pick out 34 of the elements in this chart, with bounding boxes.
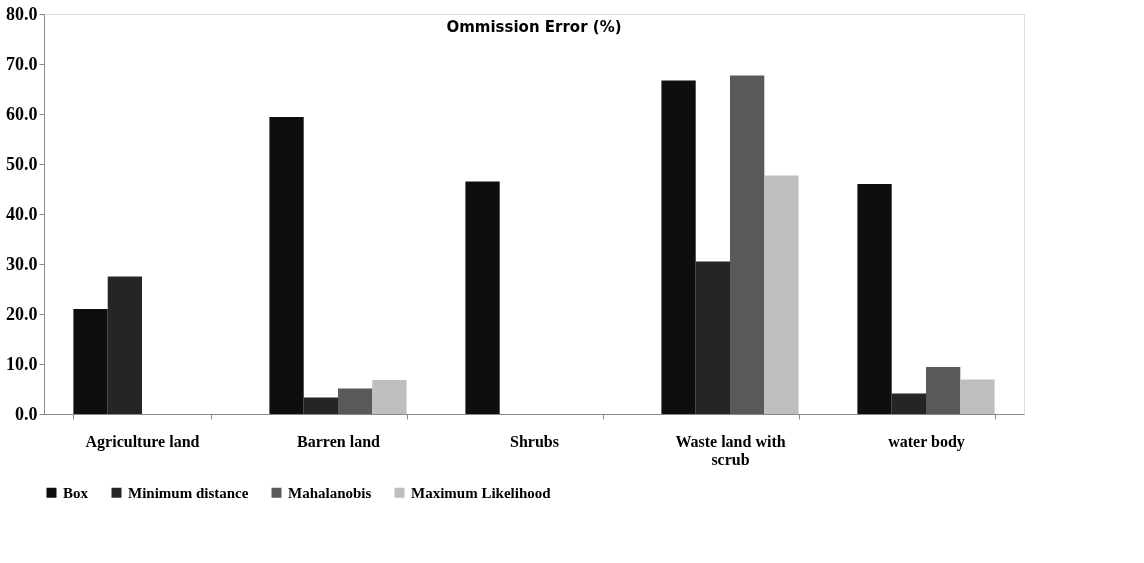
x-tick-label: Waste land with scrub (675, 432, 786, 468)
legend-label: Minimum distance (128, 484, 249, 501)
bar (857, 184, 892, 414)
bar (338, 388, 373, 414)
bar (695, 261, 730, 414)
bar (372, 380, 407, 414)
chart-title: Ommission Error (%) (446, 18, 622, 36)
x-tick-label: Barren land (297, 432, 381, 450)
y-tick-label: 20.0 (6, 303, 38, 324)
bar (764, 175, 799, 414)
y-tick-label: 50.0 (6, 153, 38, 174)
bar (661, 80, 696, 414)
bar (303, 397, 338, 414)
y-tick-label: 60.0 (6, 103, 38, 124)
bar (730, 75, 765, 414)
bar (891, 393, 926, 414)
bar (73, 309, 108, 414)
bar (960, 379, 995, 414)
y-tick-label: 80.0 (6, 3, 38, 24)
bar (465, 181, 500, 414)
y-tick-label: 0.0 (15, 403, 38, 424)
bar (269, 117, 304, 414)
y-tick-label: 30.0 (6, 253, 38, 274)
legend-label: Maximum Likelihood (411, 484, 552, 501)
bar (107, 276, 142, 414)
bar (926, 367, 961, 414)
x-tick-label: Agriculture land (85, 432, 200, 451)
y-tick-label: 40.0 (6, 203, 38, 224)
y-tick-label: 10.0 (6, 353, 38, 374)
legend-label: Box (63, 484, 89, 501)
x-tick-label: water body (888, 432, 965, 451)
legend-label: Mahalanobis (288, 484, 372, 501)
x-tick-label: Shrubs (510, 432, 559, 450)
y-tick-label: 70.0 (6, 53, 38, 74)
